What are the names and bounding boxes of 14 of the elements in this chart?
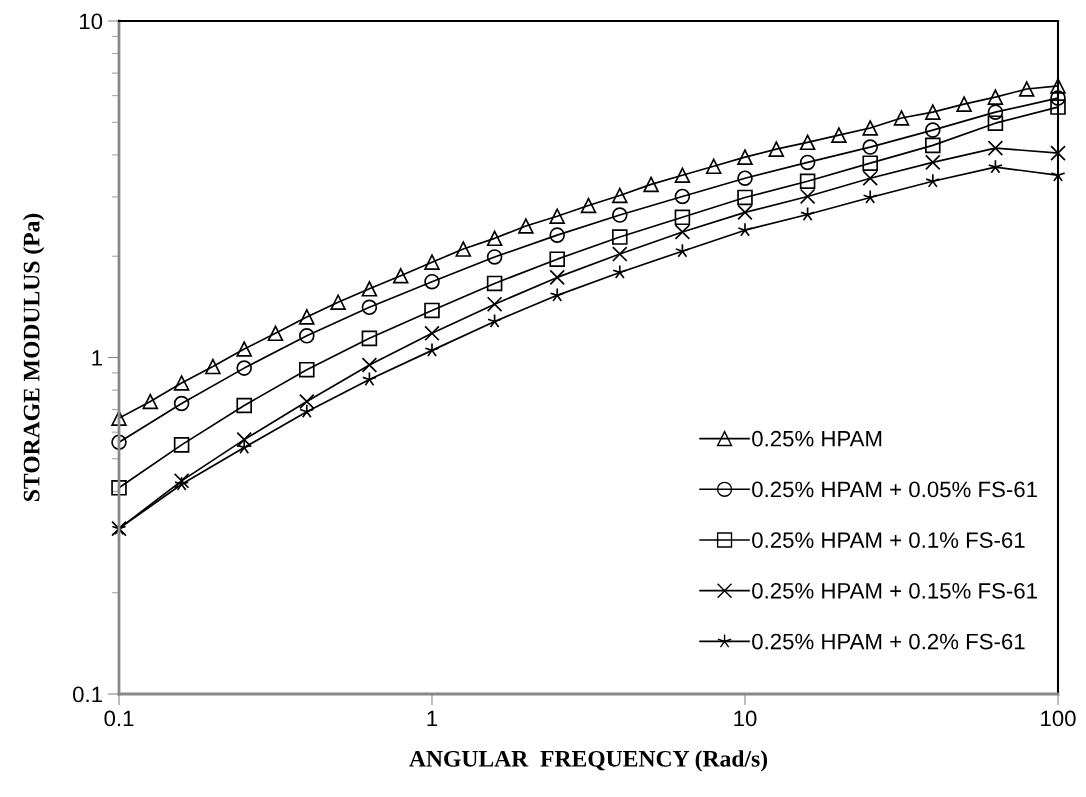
legend-label: 0.25% HPAM bbox=[752, 430, 882, 447]
y-tick-label: 10 bbox=[80, 13, 103, 30]
legend-label: 0.25% HPAM + 0.2% FS-61 bbox=[752, 633, 1025, 650]
y-tick-label: 1 bbox=[92, 350, 102, 366]
y-tick-label: 0.1 bbox=[73, 686, 102, 703]
x-tick-label: 1 bbox=[427, 710, 438, 727]
x-tick-label: 100 bbox=[1041, 710, 1076, 727]
y-axis-title: STORAGE MODULUS (Pa) bbox=[22, 213, 45, 501]
legend-label: 0.25% HPAM + 0.1% FS-61 bbox=[752, 532, 1025, 548]
legend-label: 0.25% HPAM + 0.05% FS-61 bbox=[752, 481, 1037, 498]
legend-label: 0.25% HPAM + 0.15% FS-61 bbox=[752, 582, 1037, 599]
x-tick-label: 10 bbox=[734, 710, 757, 727]
x-axis-title: ANGULAR FREQUENCY (Rad/s) bbox=[409, 750, 768, 772]
x-tick-label: 0.1 bbox=[104, 710, 134, 727]
